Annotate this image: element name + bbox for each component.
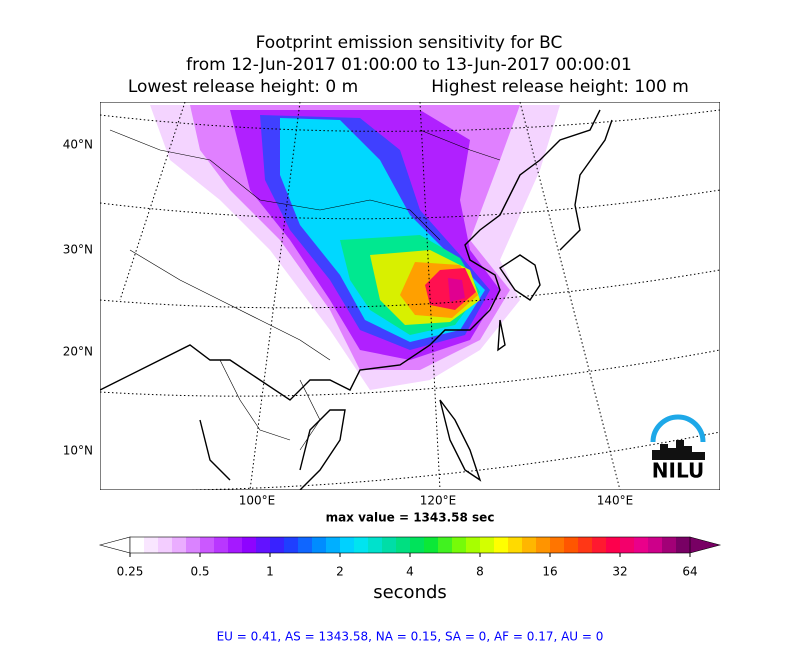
colorbar-segment xyxy=(340,537,355,553)
lat-label: 30°N xyxy=(63,243,93,257)
colorbar-segment xyxy=(242,537,257,553)
colorbar-segment xyxy=(634,537,649,553)
colorbar-tick-label: 64 xyxy=(682,565,697,579)
colorbar-segment xyxy=(200,537,215,553)
colorbar-segment xyxy=(550,537,565,553)
colorbar-segment xyxy=(396,537,411,553)
colorbar-segment xyxy=(410,537,425,553)
colorbar-segment xyxy=(326,537,341,553)
lon-label: 140°E xyxy=(597,494,634,508)
lon-label: 120°E xyxy=(420,494,457,508)
colorbar-segment xyxy=(256,537,271,553)
colorbar-segment xyxy=(606,537,621,553)
colorbar-segment xyxy=(676,537,691,553)
colorbar-segment xyxy=(564,537,579,553)
colorbar-segment xyxy=(368,537,383,553)
lon-label: 100°E xyxy=(239,494,276,508)
colorbar-segment xyxy=(424,537,439,553)
colorbar-segment xyxy=(494,537,509,553)
colorbar-segment xyxy=(284,537,299,553)
colorbar-label: seconds xyxy=(373,582,447,603)
colorbar-tick-label: 32 xyxy=(612,565,627,579)
lat-label: 40°N xyxy=(63,138,93,152)
colorbar-tick-label: 0.5 xyxy=(190,565,209,579)
lat-label: 10°N xyxy=(63,444,93,458)
colorbar-segment xyxy=(214,537,229,553)
colorbar: 0.25 0.5 1 2 4 8 16 32 64 xyxy=(98,536,722,579)
colorbar-tick-label: 4 xyxy=(406,565,414,579)
colorbar-segment xyxy=(270,537,285,553)
lowest-height: Lowest release height: 0 m xyxy=(128,77,358,97)
colorbar-segment xyxy=(438,537,453,553)
lat-label: 20°N xyxy=(63,345,93,359)
colorbar-segment xyxy=(480,537,495,553)
colorbar-segment xyxy=(186,537,201,553)
colorbar-segment xyxy=(312,537,327,553)
colorbar-segment xyxy=(620,537,635,553)
colorbar-segment xyxy=(382,537,397,553)
colorbar-segment xyxy=(228,537,243,553)
title: Footprint emission sensitivity for BC xyxy=(256,33,563,53)
colorbar-segment xyxy=(648,537,663,553)
colorbar-segment xyxy=(354,537,369,553)
colorbar-tick-label: 16 xyxy=(542,565,557,579)
colorbar-segment xyxy=(144,537,159,553)
colorbar-segment xyxy=(452,537,467,553)
subtitle: from 12-Jun-2017 01:00:00 to 13-Jun-2017… xyxy=(186,55,632,75)
colorbar-segment xyxy=(130,537,145,553)
max-value: max value = 1343.58 sec xyxy=(326,511,495,525)
colorbar-segment xyxy=(578,537,593,553)
map: NILU xyxy=(100,102,720,490)
colorbar-segment xyxy=(158,537,173,553)
colorbar-segment xyxy=(172,537,187,553)
colorbar-segment xyxy=(508,537,523,553)
colorbar-segment xyxy=(466,537,481,553)
colorbar-segment xyxy=(522,537,537,553)
footer: EU = 0.41, AS = 1343.58, NA = 0.15, SA =… xyxy=(217,630,604,644)
colorbar-segment xyxy=(662,537,677,553)
colorbar-tick-label: 0.25 xyxy=(117,565,144,579)
colorbar-segment xyxy=(592,537,607,553)
highest-height: Highest release height: 100 m xyxy=(431,77,689,97)
colorbar-extend xyxy=(98,536,131,554)
logo: NILU xyxy=(652,459,704,483)
colorbar-segment xyxy=(536,537,551,553)
colorbar-extend xyxy=(689,536,722,554)
colorbar-tick-label: 1 xyxy=(266,565,274,579)
colorbar-tick-label: 2 xyxy=(336,565,344,579)
colorbar-tick-label: 8 xyxy=(476,565,484,579)
colorbar-segment xyxy=(298,537,313,553)
